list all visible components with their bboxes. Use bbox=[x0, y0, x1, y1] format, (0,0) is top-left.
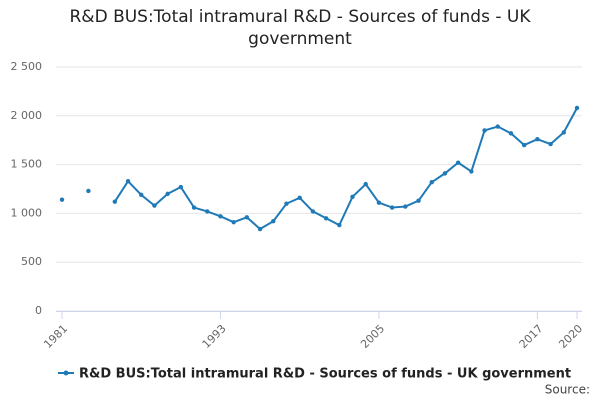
point bbox=[112, 199, 118, 204]
x-tick-label: 2020 bbox=[556, 322, 585, 351]
y-tick-label: 0 bbox=[35, 304, 42, 317]
point bbox=[152, 203, 157, 208]
series-line bbox=[113, 107, 578, 231]
y-tick-label: 1 500 bbox=[11, 158, 43, 171]
x-tick-label: 2017 bbox=[517, 322, 546, 351]
point bbox=[337, 222, 342, 228]
point bbox=[416, 198, 421, 203]
point bbox=[350, 194, 355, 200]
point bbox=[455, 160, 461, 165]
point bbox=[310, 209, 316, 214]
legend-marker bbox=[63, 370, 69, 376]
point bbox=[139, 192, 144, 198]
source: Source: bbox=[545, 383, 590, 397]
point bbox=[231, 219, 236, 225]
point bbox=[429, 179, 434, 185]
point bbox=[376, 200, 382, 205]
x-tick-label: 1981 bbox=[41, 322, 70, 351]
y-tick-label: 2 500 bbox=[11, 60, 43, 73]
point bbox=[86, 188, 91, 194]
point bbox=[363, 181, 368, 187]
point bbox=[561, 130, 566, 135]
point bbox=[165, 191, 170, 197]
point bbox=[284, 201, 289, 206]
point bbox=[59, 197, 65, 202]
point bbox=[323, 216, 329, 221]
point bbox=[297, 195, 302, 200]
point bbox=[271, 219, 276, 224]
point bbox=[442, 171, 448, 176]
y-tick-label: 1 000 bbox=[11, 206, 43, 219]
point bbox=[495, 124, 500, 129]
point bbox=[244, 215, 250, 220]
point bbox=[508, 131, 514, 136]
point bbox=[574, 105, 580, 111]
point bbox=[178, 184, 184, 190]
point bbox=[548, 141, 553, 147]
point bbox=[535, 137, 540, 142]
point bbox=[389, 205, 395, 210]
point bbox=[257, 226, 263, 232]
point bbox=[205, 209, 210, 214]
x-tick-label: 1993 bbox=[200, 322, 229, 351]
point bbox=[125, 178, 131, 184]
point bbox=[218, 214, 223, 219]
point bbox=[191, 205, 197, 210]
y-tick-label: 500 bbox=[21, 255, 42, 268]
chart-title: R&D BUS:Total intramural R&D - Sources o… bbox=[69, 7, 531, 49]
point bbox=[521, 142, 527, 148]
legend-label: R&D BUS:Total intramural R&D - Sources o… bbox=[79, 367, 571, 382]
y-tick-label: 2 000 bbox=[11, 109, 43, 122]
x-tick-label: 2005 bbox=[358, 322, 387, 351]
point bbox=[482, 128, 487, 133]
point bbox=[403, 204, 408, 209]
point bbox=[469, 169, 474, 174]
